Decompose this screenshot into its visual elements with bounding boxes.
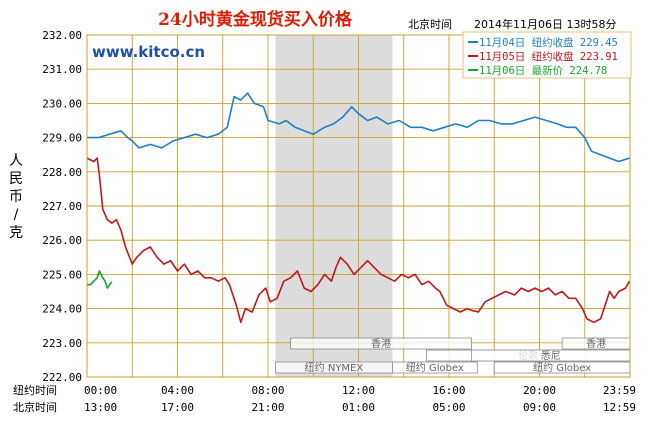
x-tick-ny: 23:59 [603, 384, 636, 397]
market-label: 纽约 Globex [533, 361, 591, 374]
beijing-datetime: 2014年11月06日 13时58分 [474, 17, 616, 31]
legend-item-nov05: 11月05日 纽约收盘 223.91 [479, 50, 618, 63]
y-axis-label-char: 人 [9, 153, 23, 169]
x-tick-bj: 09:00 [523, 401, 556, 414]
x-tick-bj: 13:00 [84, 401, 117, 414]
legend-item-nov06: 11月06日 最新价 224.78 [479, 64, 607, 77]
x-tick-bj: 21:00 [251, 401, 284, 414]
x-tick-bj: 17:00 [161, 401, 194, 414]
ny-time-row-label: 纽约时间 [13, 383, 57, 397]
y-axis-label-char: 克 [9, 225, 23, 241]
y-tick-label: 223.00 [42, 337, 82, 350]
x-tick-bj: 05:00 [432, 401, 465, 414]
series-line-11月06日 [87, 270, 113, 289]
x-tick-ny: 20:00 [523, 384, 556, 397]
x-tick-ny: 04:00 [161, 384, 194, 397]
plot-frame [86, 34, 631, 378]
y-tick-label: 227.00 [42, 200, 82, 213]
market-label: 纽约 NYMEX [305, 361, 364, 374]
y-axis-label-char: 民 [9, 171, 23, 187]
beijing-time-label: 北京时间 [408, 17, 452, 31]
y-axis-tick-labels: 222.00 223.00 224.00 225.00 226.00 227.00 228.… [42, 29, 82, 384]
market-bar [392, 361, 478, 374]
x-tick-ny: 16:00 [432, 384, 465, 397]
x-axis-tick-labels: 00:00 04:00 08:00 12:00 16:00 20:00 23:59 13:00… [84, 384, 636, 414]
market-label: 香港 [371, 338, 391, 350]
bj-time-row-label: 北京时间 [13, 400, 57, 414]
market-label: 香港 [586, 338, 606, 350]
brand-url: www.kitco.cn [92, 43, 205, 61]
series-line-11月04日 [87, 92, 630, 163]
y-tick-label: 230.00 [42, 97, 82, 110]
x-tick-ny: 00:00 [84, 384, 117, 397]
y-axis-label-char: / [14, 207, 19, 223]
y-tick-label: 228.00 [42, 166, 82, 179]
y-tick-label: 231.00 [42, 63, 82, 76]
x-tick-bj: 12:59 [603, 401, 636, 414]
market-label: 悉尼 [541, 350, 561, 362]
legend: 11月04日 纽约收盘 229.45 11月05日 纽约收盘 223.91 11… [462, 31, 632, 79]
legend-box [462, 31, 632, 79]
legend-item-nov04: 11月04日 纽约收盘 229.45 [479, 36, 618, 49]
market-label: 纽约 Globex [406, 361, 464, 374]
y-tick-label: 224.00 [42, 303, 82, 316]
series-line-11月05日 [86, 157, 631, 324]
y-tick-label: 232.00 [42, 29, 82, 42]
y-tick-label: 226.00 [42, 234, 82, 247]
price-series [86, 92, 631, 324]
y-axis-label: 人 民 币 / 克 [9, 153, 23, 241]
market-bar [290, 337, 473, 350]
y-tick-label: 229.00 [42, 132, 82, 145]
x-tick-ny: 12:00 [342, 384, 375, 397]
x-tick-bj: 01:00 [342, 401, 375, 414]
y-axis-label-char: 币 [9, 189, 23, 205]
y-tick-label: 222.00 [42, 371, 82, 384]
chart-title: 24小时黄金现货买入价格 [158, 9, 353, 30]
y-tick-label: 225.00 [42, 268, 82, 281]
x-tick-ny: 08:00 [251, 384, 284, 397]
